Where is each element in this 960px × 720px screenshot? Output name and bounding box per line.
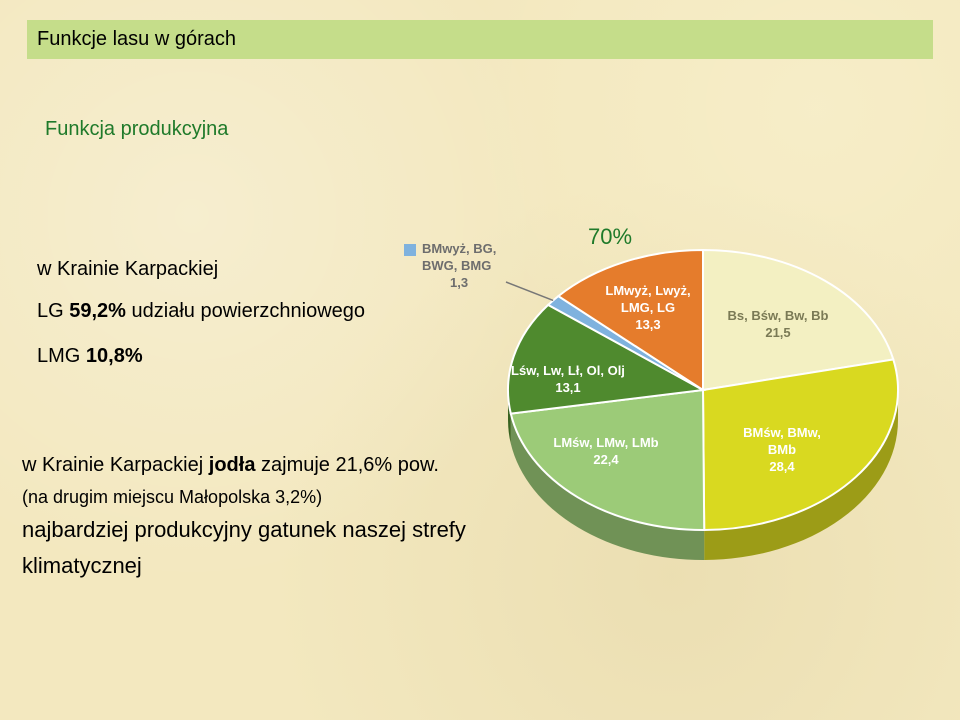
lmg-share-line: LMG 10,8% (37, 345, 143, 368)
pie-label-name: BMśw, BMw, (743, 425, 821, 440)
pie-label-value: 21,5 (765, 325, 790, 340)
pie-slice-3 (507, 303, 707, 415)
pie-label-value: 13,1 (555, 380, 580, 395)
fir-word: jodła (208, 454, 256, 476)
lg-suffix: udziału powierzchniowego (131, 300, 366, 322)
small-slice-swatch (404, 244, 416, 256)
pie-slice-1 (701, 358, 899, 532)
lmg-value: 10,8% (85, 345, 143, 367)
productive-line-2: klimatycznej (22, 553, 142, 578)
pie-slice-2 (509, 388, 706, 531)
fir-prefix: w Krainie Karpackiej (22, 454, 204, 476)
pie-slice-0 (702, 248, 895, 392)
productive-line-1: najbardziej produkcyjny gatunek naszej s… (22, 517, 466, 542)
pie-label-5: LMwyż, Lwyż, LMG, LG 13,3 (605, 283, 690, 332)
pie-label-value: 22,4 (593, 452, 619, 467)
pie-label-value: 13,3 (635, 317, 660, 332)
lg-prefix: LG (37, 300, 64, 322)
pie-label-2: LMśw, LMw, LMb 22,4 (553, 435, 658, 467)
fir-suffix: zajmuje 21,6% pow. (261, 454, 439, 476)
lmg-prefix: LMG (37, 345, 81, 367)
section-subtitle: Funkcja produkcyjna (45, 118, 229, 140)
pie-label-name: BMwyż, BG, (422, 241, 496, 256)
pie-label-name: LMG, LG (621, 300, 675, 315)
chart-percent-label: 70% (588, 224, 633, 249)
pie-label-name: LMśw, LMw, LMb (553, 435, 658, 450)
pie-label-name: BMb (768, 442, 796, 457)
small-slice-leader (505, 281, 554, 302)
lg-share-line: LG 59,2% udziału powierzchniowego (37, 300, 365, 323)
pie-label-name: Lśw, Lw, Lł, Ol, Olj (511, 363, 625, 378)
pie-label-1: BMśw, BMw, BMb 28,4 (743, 425, 821, 474)
pie-slice-5 (556, 248, 704, 392)
pie-label-name: LMwyż, Lwyż, (605, 283, 690, 298)
fir-share-line: w Krainie Karpackiej jodła zajmuje 21,6%… (22, 454, 439, 477)
region-line: w Krainie Karpackiej (37, 258, 219, 280)
pie-side-2 (510, 413, 705, 560)
pie-label-4: BMwyż, BG, BWG, BMG 1,3 (422, 241, 496, 290)
lg-value: 59,2% (69, 300, 126, 322)
pie-label-3: Lśw, Lw, Lł, Ol, Olj 13,1 (511, 363, 625, 395)
pie-label-name: Bs, Bśw, Bw, Bb (728, 308, 829, 323)
second-place-line: (na drugim miejscu Małopolska 3,2%) (22, 487, 323, 507)
slide-title: Funkcje lasu w górach (27, 20, 933, 59)
pie-label-name: BWG, BMG (422, 258, 491, 273)
pie-label-0: Bs, Bśw, Bw, Bb 21,5 (728, 308, 829, 340)
pie-label-value: 1,3 (450, 275, 468, 290)
pie-label-value: 28,4 (769, 459, 795, 474)
pie-chart: Bs, Bśw, Bw, Bb 21,5 BMśw, BMw, BMb 28,4 LMśw… (404, 241, 899, 560)
